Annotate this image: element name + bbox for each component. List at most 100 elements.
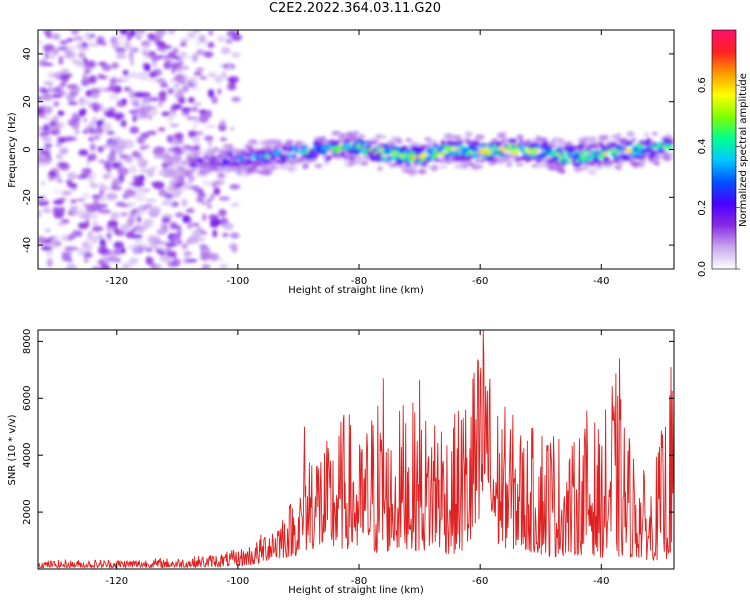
spectrogram-cell [82, 203, 91, 207]
spectrogram-cell [121, 98, 128, 105]
spectrogram-cell [71, 112, 80, 120]
spectrogram-cell [87, 176, 94, 184]
spectrogram-cell [93, 128, 105, 133]
spectrogram-cell [167, 115, 173, 123]
spectrogram-cell [181, 242, 188, 250]
spectrogram-cell [115, 54, 127, 59]
spectrogram-cell [440, 139, 445, 144]
spectrogram-cell [186, 31, 198, 40]
spectrogram-cell [405, 162, 413, 166]
spectrogram-cell [181, 75, 190, 85]
spectrogram-cell [124, 156, 133, 164]
spectrogram-cell [58, 56, 64, 65]
spectrogram-cell [613, 150, 620, 154]
spectrogram-cell [155, 78, 166, 83]
spectrogram-cell [219, 264, 228, 269]
spectrogram-cell [141, 49, 148, 56]
spectrogram-cell [133, 187, 144, 193]
spectrogram-cell [322, 150, 327, 155]
spectrogram-cell [157, 98, 164, 108]
spectrogram-cell [113, 241, 124, 249]
snr-x-axis-label: Height of straight line (km) [288, 585, 424, 596]
spectrogram-cell [171, 160, 177, 165]
spectrogram-cell [417, 168, 427, 175]
spectrogram-cell [200, 252, 210, 261]
spectrogram-cell [232, 166, 238, 170]
spectrogram-cell [41, 208, 53, 214]
spectrogram-cell [109, 93, 119, 100]
spectrogram-cell [181, 147, 188, 152]
spectrogram-cell [188, 158, 193, 164]
spectrogram-cell [57, 222, 66, 226]
spectrogram-cell [199, 75, 208, 80]
spectrogram-cell [464, 131, 473, 138]
spectrogram-cell [173, 132, 184, 141]
spectrogram-cell [412, 165, 419, 169]
spectrogram-cell [170, 112, 177, 119]
spectrogram-cell [425, 144, 431, 147]
spectrogram-cell [77, 248, 84, 257]
spectrogram-cell [65, 180, 73, 184]
spectrogram-cell [486, 145, 493, 150]
spectrogram-x-axis-label: Height of straight line (km) [288, 285, 424, 296]
spectrogram-cell [225, 38, 233, 44]
spectrogram-cell [233, 148, 242, 155]
spectrogram-cell [128, 72, 140, 79]
spectrogram-cell [158, 55, 169, 59]
spectrogram-cell [208, 140, 212, 147]
spectrogram-cell [286, 153, 294, 158]
spectrogram-cell [83, 32, 91, 36]
spectrogram-cell [206, 204, 213, 209]
snr-y-tick-label: 8000 [22, 329, 33, 354]
spectrogram-cell [193, 72, 203, 76]
spectrogram-cell [203, 37, 209, 46]
spectrogram-cell [298, 158, 303, 163]
spectrogram-cell [112, 162, 122, 167]
spectrogram-cell [65, 136, 77, 142]
spectrogram-cell [41, 197, 47, 203]
spectrogram-cell [379, 135, 388, 139]
spectrogram-cell [223, 144, 229, 148]
spectrogram-cell [143, 63, 151, 72]
spectrogram-cell [87, 154, 92, 163]
spectrogram-cell [554, 137, 560, 142]
spectrogram-cell [183, 251, 193, 257]
spectrogram-cell [146, 168, 155, 178]
spectrogram-cell [224, 152, 230, 158]
spectrogram-cell [181, 112, 191, 116]
spectrogram-cell [68, 211, 73, 216]
spectrogram-cell [92, 136, 100, 141]
spectrogram-cell [101, 122, 112, 132]
spectrogram-cell [176, 88, 184, 97]
spectrogram-cell [414, 152, 421, 157]
spectrogram-cell [186, 259, 198, 263]
spectrogram-x-tick-label: -60 [472, 276, 488, 287]
spectrogram-cell [188, 97, 195, 104]
spectrogram-cell [216, 79, 223, 84]
spectrogram-cell [185, 208, 195, 214]
spectrogram-cell [524, 139, 531, 146]
spectrogram-cell [119, 30, 129, 36]
spectrogram-cell [116, 158, 125, 163]
spectrogram-cell [44, 228, 52, 232]
spectrogram-cell [203, 151, 209, 156]
spectrogram-cell [502, 149, 507, 154]
spectrogram-cell [70, 30, 80, 35]
spectrogram-cell [199, 170, 206, 175]
spectrogram-cell [432, 154, 437, 159]
spectrogram-cell [652, 131, 658, 136]
spectrogram-cell [182, 85, 189, 93]
spectrogram-cell [99, 209, 112, 214]
spectrogram-cell [183, 214, 189, 223]
spectrogram-cell [302, 145, 309, 149]
chart-title: C2E2.2022.364.03.11.G20 [268, 1, 442, 16]
spectrogram-cell [219, 179, 226, 184]
spectrogram-cell [218, 171, 224, 175]
spectrogram-cell [348, 156, 354, 161]
spectrogram-cell [471, 146, 479, 153]
spectrogram-cell [653, 161, 661, 166]
spectrogram-cell [70, 199, 77, 204]
spectrogram-cell [42, 93, 52, 101]
spectrogram-x-tick-label: -100 [227, 276, 250, 287]
